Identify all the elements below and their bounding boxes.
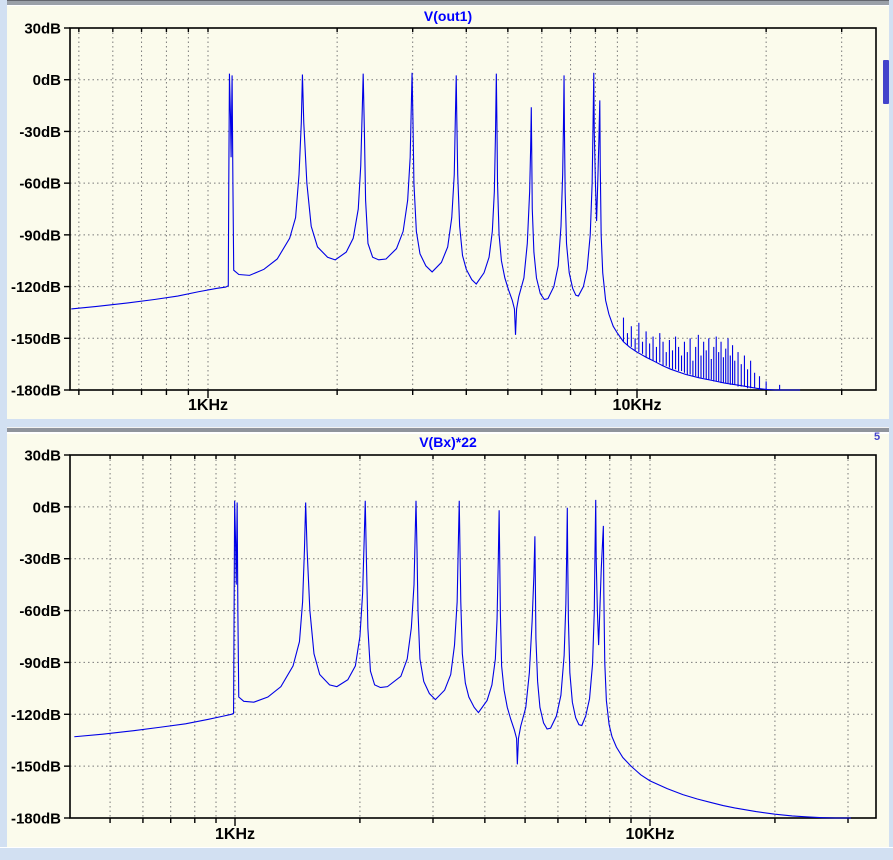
y-tick-label: 30dB (24, 21, 61, 38)
y-tick-label: -180dB (11, 383, 61, 400)
plot-pane-top (7, 6, 889, 419)
y-tick-label: -180dB (11, 811, 61, 828)
y-tick-label: -150dB (11, 331, 61, 348)
window-left-margin (0, 0, 7, 860)
x-tick-label: 1KHz (215, 826, 255, 843)
scrollbar-thumb[interactable] (883, 60, 889, 104)
pane-title-vout1[interactable]: V(out1) (423, 8, 473, 24)
y-tick-label: 30dB (24, 448, 61, 465)
y-tick-label: -120dB (11, 279, 61, 296)
y-tick-label: -60dB (19, 603, 61, 620)
trace-vbx22 (74, 499, 851, 819)
y-tick-label: -60dB (19, 176, 61, 193)
y-tick-label: -150dB (11, 759, 61, 776)
y-tick-label: -30dB (19, 551, 61, 568)
pane-corner-glyph: 5 (873, 431, 881, 443)
pane-title-vbx22[interactable]: V(Bx)*22 (419, 434, 477, 450)
y-tick-label: -90dB (19, 655, 61, 672)
y-tick-label: -30dB (19, 124, 61, 141)
y-tick-label: 0dB (33, 72, 62, 89)
plot-border (69, 454, 877, 819)
pane-splitter-bar[interactable] (0, 427, 893, 434)
top-splitter-bar[interactable] (0, 0, 893, 6)
window-bottom-margin (0, 847, 893, 860)
trace-vout1 (71, 72, 801, 391)
x-tick-label: 10KHz (626, 826, 675, 843)
plot-pane-bottom (7, 434, 889, 847)
y-tick-label: -90dB (19, 227, 61, 244)
y-tick-label: 0dB (33, 499, 62, 516)
x-tick-label: 1KHz (188, 397, 228, 414)
window-right-margin (889, 0, 893, 860)
plot-border (69, 27, 877, 391)
x-tick-label: 10KHz (613, 397, 662, 414)
pane-gap (0, 419, 893, 427)
y-tick-label: -120dB (11, 707, 61, 724)
